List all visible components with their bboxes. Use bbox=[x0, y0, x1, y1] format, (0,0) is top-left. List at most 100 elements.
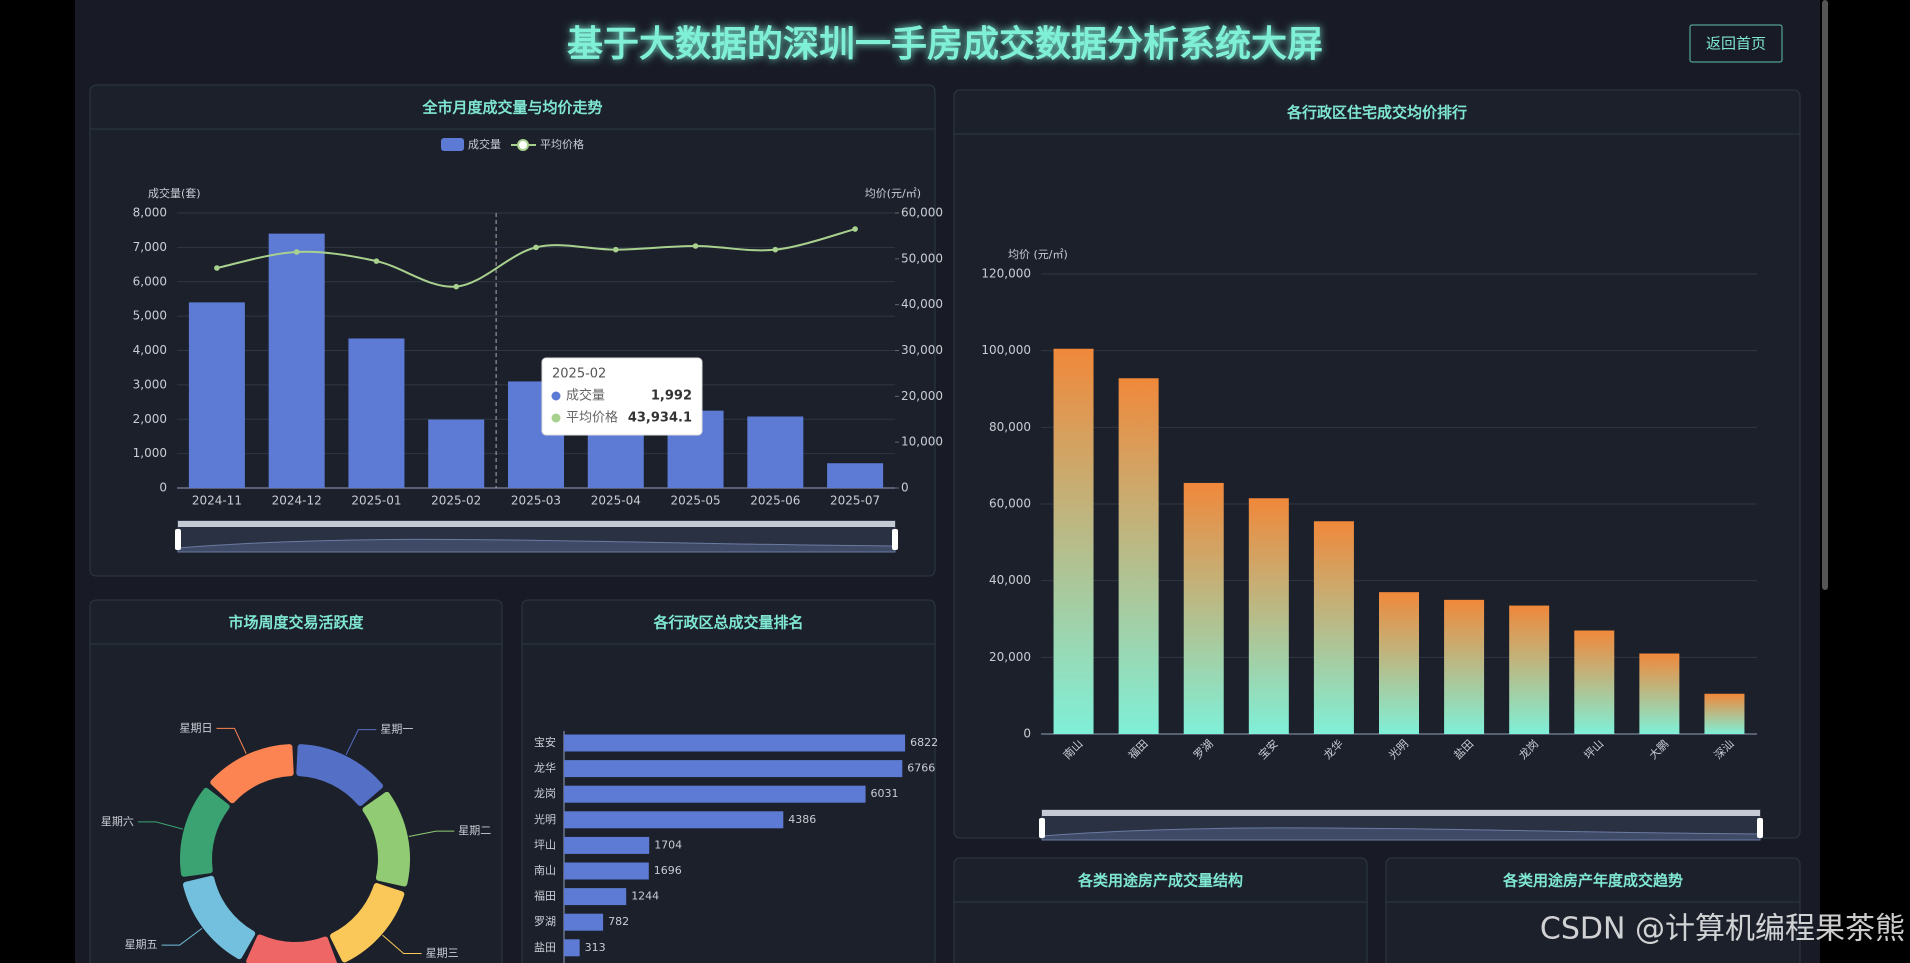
pie-label: 星期五 bbox=[125, 938, 158, 951]
zoom-slider-shadow bbox=[177, 538, 896, 553]
panel-title: 各类用途房产成交量结构 bbox=[1077, 872, 1243, 890]
y-tick-label: 0 bbox=[1023, 727, 1031, 741]
tooltip-title: 2025-02 bbox=[552, 367, 606, 382]
y-tick-label: 龙华 bbox=[534, 761, 556, 775]
data-label: 6766 bbox=[907, 762, 935, 775]
bar bbox=[428, 419, 485, 488]
tooltip-marker bbox=[551, 413, 561, 423]
y-tick-label: 60,000 bbox=[989, 497, 1031, 511]
data-label: 1244 bbox=[631, 890, 659, 903]
bar bbox=[348, 338, 405, 488]
y-tick-label: 南山 bbox=[534, 864, 556, 877]
home-button[interactable] bbox=[1689, 24, 1783, 63]
label-line bbox=[161, 927, 203, 946]
y-tick-label: 坪山 bbox=[534, 838, 556, 851]
y-tick-label: 40,000 bbox=[989, 573, 1031, 587]
line-point bbox=[453, 283, 460, 290]
bar bbox=[564, 760, 903, 778]
x-tick-label: 2024-11 bbox=[192, 494, 242, 508]
tooltip-name: 平均价格 bbox=[566, 410, 618, 426]
zoom-handle bbox=[1039, 818, 1045, 838]
donut-segment bbox=[296, 744, 383, 806]
bar bbox=[564, 939, 580, 957]
tooltip-value: 43,934.1 bbox=[628, 411, 692, 426]
bar bbox=[564, 836, 650, 854]
data-label: 1704 bbox=[654, 838, 682, 851]
tooltip-value: 1,992 bbox=[651, 389, 692, 404]
pie-label: 星期三 bbox=[426, 947, 459, 960]
panel-title: 各行政区住宅成交均价排行 bbox=[1286, 104, 1467, 122]
donut-segment bbox=[246, 934, 338, 963]
y-axis-name: 成交量(套) bbox=[148, 186, 201, 200]
line-point bbox=[373, 258, 380, 264]
y-tick-label: 4,000 bbox=[133, 343, 167, 357]
panel bbox=[953, 857, 1368, 963]
line-point bbox=[214, 265, 220, 271]
home-button-label[interactable]: 返回首页 bbox=[1706, 35, 1766, 53]
donut-segment bbox=[180, 787, 230, 877]
data-label: 4386 bbox=[788, 813, 816, 826]
label-line bbox=[216, 727, 247, 754]
y2-tick-label: 30,000 bbox=[901, 343, 943, 357]
legend-swatch bbox=[517, 139, 529, 151]
donut-segment bbox=[330, 883, 405, 963]
bar bbox=[564, 734, 906, 752]
x-tick-label: 2025-06 bbox=[750, 494, 800, 508]
y-tick-label: 20,000 bbox=[989, 650, 1031, 664]
scrollbar bbox=[1822, 0, 1828, 590]
pie-label: 星期一 bbox=[380, 723, 413, 736]
donut-segment bbox=[210, 744, 294, 804]
pie-label: 星期日 bbox=[180, 721, 213, 734]
bar bbox=[1118, 378, 1159, 734]
bar bbox=[1574, 630, 1615, 734]
bar bbox=[1248, 498, 1289, 734]
label-line bbox=[345, 729, 377, 756]
line-point bbox=[772, 246, 779, 253]
bar bbox=[1639, 653, 1680, 734]
bar bbox=[1704, 693, 1745, 734]
y-tick-label: 80,000 bbox=[989, 420, 1031, 434]
y2-axis-name: 均价(元/㎡) bbox=[865, 187, 921, 200]
y2-tick-label: 10,000 bbox=[901, 435, 943, 449]
bar bbox=[564, 785, 866, 803]
y-tick-label: 0 bbox=[159, 481, 167, 495]
bar bbox=[747, 416, 804, 488]
bar bbox=[564, 862, 649, 880]
zoom-slider-bar bbox=[178, 521, 895, 527]
x-tick-label: 2024-12 bbox=[272, 494, 322, 508]
y-tick-label: 8,000 bbox=[133, 206, 167, 220]
tooltip-marker bbox=[551, 391, 561, 401]
x-tick-label: 2025-03 bbox=[511, 494, 561, 508]
legend-swatch bbox=[441, 138, 464, 151]
y2-tick-label: 0 bbox=[901, 481, 909, 495]
zoom-slider-shadow bbox=[1041, 827, 1761, 841]
panel-title: 各行政区总成交量排名 bbox=[652, 614, 803, 632]
y-tick-label: 盐田 bbox=[534, 941, 556, 954]
panel bbox=[1385, 857, 1801, 963]
line-point bbox=[612, 246, 619, 253]
y2-tick-label: 60,000 bbox=[901, 206, 943, 220]
bar bbox=[1183, 482, 1224, 734]
y-tick-label: 福田 bbox=[534, 889, 556, 903]
y-axis-name: 均价 (元/㎡) bbox=[1008, 248, 1068, 261]
y-tick-label: 5,000 bbox=[133, 309, 167, 323]
y-tick-label: 罗湖 bbox=[534, 915, 556, 928]
y2-tick-label: 20,000 bbox=[901, 389, 943, 403]
bar bbox=[564, 913, 604, 931]
watermark: CSDN @计算机编程果茶熊 bbox=[1540, 912, 1905, 947]
panel bbox=[89, 599, 503, 963]
bar bbox=[188, 302, 245, 488]
bar bbox=[827, 463, 884, 488]
bar bbox=[1444, 599, 1485, 734]
page-title: 基于大数据的深圳一手房成交数据分析系统大屏 bbox=[567, 23, 1323, 65]
data-label: 313 bbox=[585, 941, 606, 954]
x-tick-label: 2025-07 bbox=[830, 494, 880, 508]
donut-segment bbox=[183, 875, 256, 960]
bar bbox=[564, 811, 784, 829]
x-tick-label: 2025-04 bbox=[591, 494, 641, 508]
y-tick-label: 6,000 bbox=[133, 274, 167, 288]
label-line bbox=[408, 830, 455, 838]
y-tick-label: 120,000 bbox=[981, 267, 1031, 281]
